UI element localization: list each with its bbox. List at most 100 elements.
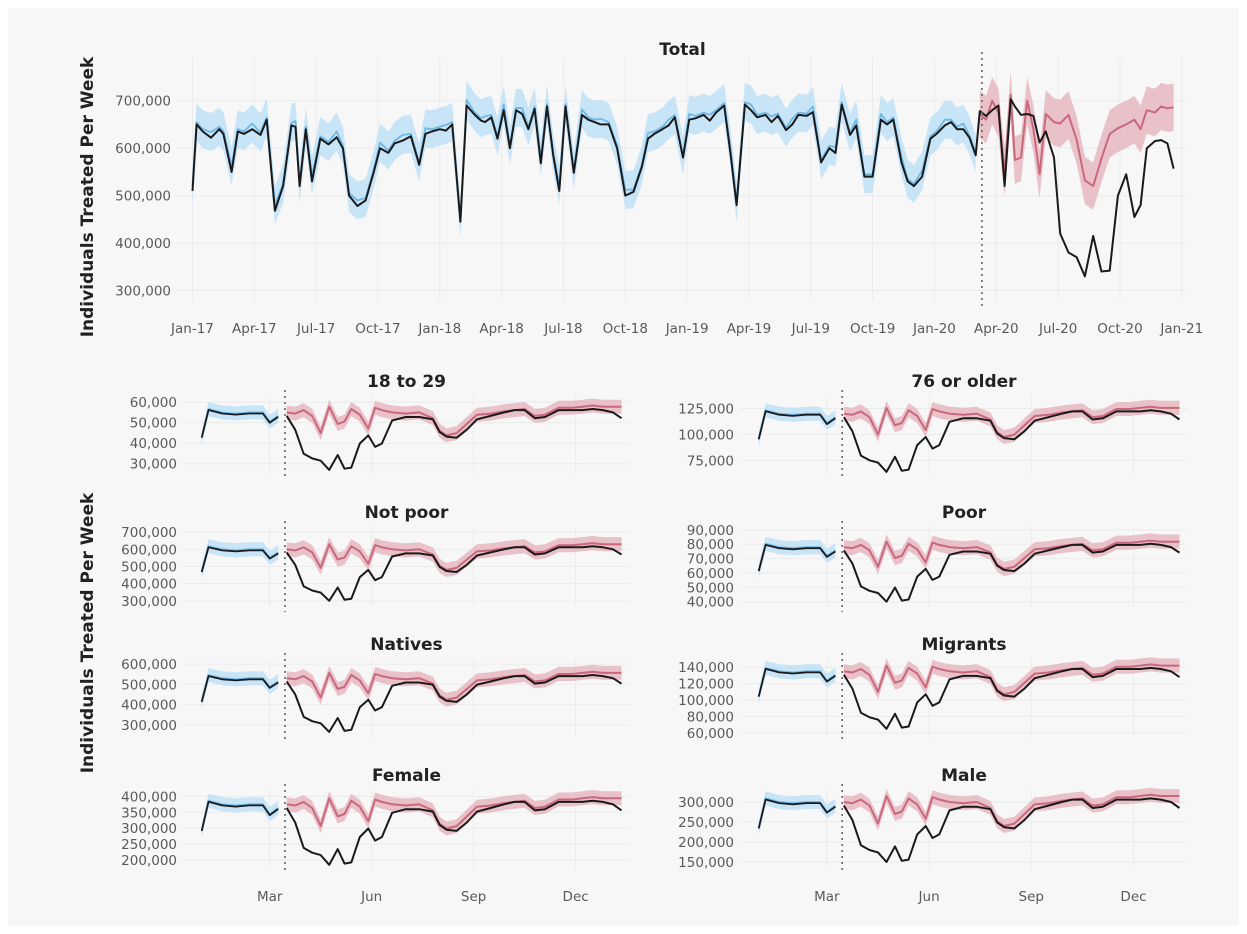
y-axis-label-bottom: Individuals Treated Per Week <box>78 492 98 773</box>
y-tick-label: 300,000 <box>678 795 734 811</box>
x-tick-label: Apr-18 <box>479 321 524 337</box>
x-tick-label: Jul-17 <box>296 321 335 337</box>
y-tick-label: 80,000 <box>687 537 734 553</box>
observed-line <box>843 797 1181 863</box>
observed-line <box>843 666 1181 730</box>
x-tick-label: Apr-17 <box>232 321 277 337</box>
observed-pre-line <box>200 675 279 703</box>
x-tick-label: Dec <box>1120 889 1146 905</box>
panel-18-to-29: 30,000 40,000 50,000 60,000 18 to 29 <box>130 372 630 480</box>
y-tick-label: 75,000 <box>687 453 734 469</box>
x-tick-label: Sep <box>1019 889 1044 905</box>
y-tick-label: 60,000 <box>687 566 734 582</box>
y-tick-label: 300,000 <box>115 284 171 300</box>
x-tick-label: Oct-19 <box>850 321 895 337</box>
observed-line <box>285 799 623 866</box>
y-tick-label: 700,000 <box>115 94 171 110</box>
y-tick-label: 300,000 <box>121 718 177 734</box>
y-tick-label: 90,000 <box>687 523 734 539</box>
y-tick-label: 200,000 <box>121 853 177 869</box>
observed-line <box>843 542 1181 603</box>
y-tick-label: 300,000 <box>121 821 177 837</box>
y-tick-label: 100,000 <box>678 427 734 443</box>
y-tick-label: 150,000 <box>678 855 734 871</box>
y-tick-label: 500,000 <box>121 560 177 576</box>
y-tick-label: 100,000 <box>678 693 734 709</box>
y-tick-label: 700,000 <box>121 525 177 541</box>
y-tick-label: 400,000 <box>115 236 171 252</box>
x-tick-label: Dec <box>563 889 589 905</box>
panel-title: Female <box>372 766 441 786</box>
y-tick-label: 300,000 <box>121 594 177 610</box>
panel-natives: 300,000 400,000 500,000 600,000 Natives <box>121 635 630 743</box>
counterfactual-band <box>286 536 622 577</box>
y-tick-label: 600,000 <box>121 657 177 673</box>
counterfactual-band <box>843 787 1180 833</box>
y-axis-label-top: Individuals Treated Per Week <box>78 56 98 337</box>
observed-line <box>285 674 623 733</box>
y-tick-label: 200,000 <box>678 835 734 851</box>
x-tick-label: Jun <box>918 889 940 905</box>
panel-title: Male <box>941 766 987 786</box>
panel-76-or-older: 75,000 100,000 125,000 76 or older <box>678 372 1188 480</box>
x-tick-label: Apr-20 <box>974 321 1019 337</box>
y-tick-label: 500,000 <box>115 189 171 205</box>
x-tick-label: Jan-21 <box>1159 321 1203 337</box>
x-tick-label: Oct-20 <box>1097 321 1142 337</box>
x-tick-label: Jan-17 <box>170 321 214 337</box>
y-tick-label: 250,000 <box>678 815 734 831</box>
y-tick-label: 400,000 <box>121 789 177 805</box>
counterfactual-band <box>843 399 1180 444</box>
y-tick-label: 40,000 <box>130 436 177 452</box>
panel-title: 18 to 29 <box>367 372 446 392</box>
y-tick-label: 600,000 <box>121 542 177 558</box>
x-tick-label: Jul-20 <box>1038 321 1077 337</box>
observed-pre-line <box>200 546 279 573</box>
observed-line <box>843 409 1181 473</box>
y-tick-label: 400,000 <box>121 577 177 593</box>
y-tick-label: 140,000 <box>678 660 734 676</box>
x-tick-label: Oct-18 <box>603 321 648 337</box>
x-tick-label: Mar <box>257 889 283 905</box>
observed-pre-line <box>200 800 279 832</box>
y-tick-label: 400,000 <box>121 698 177 714</box>
observed-pre-line <box>200 409 279 438</box>
y-tick-label: 60,000 <box>687 726 734 742</box>
x-tick-label: Mar <box>814 889 840 905</box>
observed-pre-line <box>757 798 836 829</box>
y-tick-label: 125,000 <box>678 401 734 417</box>
y-tick-label: 80,000 <box>687 709 734 725</box>
x-tick-label: Apr-19 <box>727 321 772 337</box>
y-tick-label: 30,000 <box>130 457 177 473</box>
x-tick-label: Oct-17 <box>355 321 400 337</box>
counterfactual-band <box>286 664 622 707</box>
panel-total: 300,000 400,000 500,000 600,000 700,000 Jan-1… <box>115 40 1203 337</box>
panel-title: Total <box>659 40 705 60</box>
x-tick-label: Jun <box>360 889 382 905</box>
observed-pre-line <box>757 544 836 572</box>
x-tick-label: Jul-19 <box>791 321 830 337</box>
y-tick-label: 40,000 <box>687 595 734 611</box>
observed-line <box>285 408 623 471</box>
y-tick-label: 70,000 <box>687 552 734 568</box>
panel-male: 150,000 200,000 250,000 300,000 Mar Jun Sep Dec… <box>678 766 1188 905</box>
panel-title: Natives <box>370 635 442 655</box>
y-tick-label: 250,000 <box>121 837 177 853</box>
y-tick-label: 600,000 <box>115 141 171 157</box>
counterfactual-band <box>286 790 622 836</box>
x-tick-label: Jan-18 <box>417 321 461 337</box>
panel-title: Not poor <box>365 503 449 523</box>
observed-pre-line <box>757 410 836 440</box>
x-tick-label: Jul-18 <box>543 321 582 337</box>
y-tick-label: 500,000 <box>121 677 177 693</box>
observed-line <box>191 98 1175 278</box>
panel-title: 76 or older <box>911 372 1017 392</box>
observed-line <box>285 545 623 602</box>
y-tick-label: 120,000 <box>678 677 734 693</box>
y-tick-label: 350,000 <box>121 805 177 821</box>
panel-title: Poor <box>942 503 987 523</box>
